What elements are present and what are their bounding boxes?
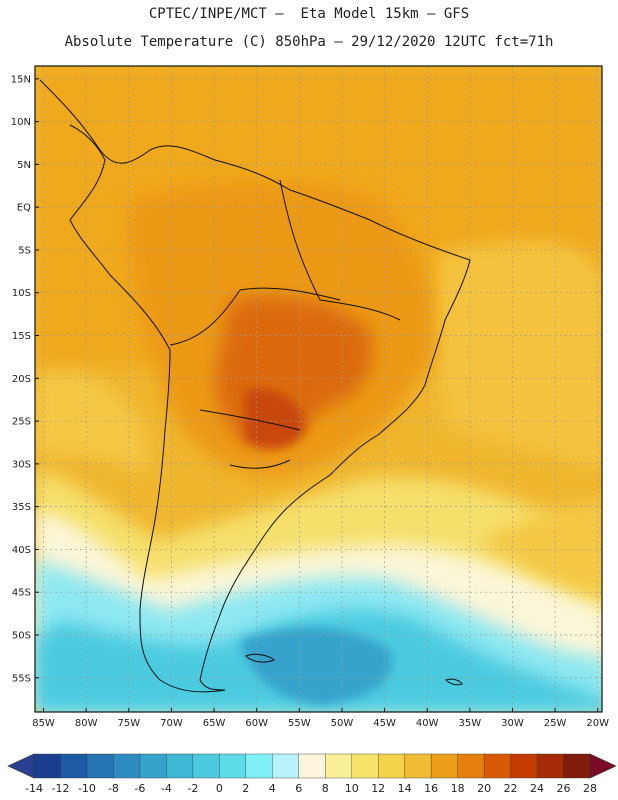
colorbar-label: 6 [295, 782, 302, 795]
latitude-label: 40S [12, 545, 31, 556]
colorbar-swatch [404, 753, 432, 779]
colorbar-label: 26 [557, 782, 571, 795]
longitude-label: 65W [203, 718, 226, 729]
colorbar-label: -12 [51, 782, 69, 795]
colorbar-label: 8 [322, 782, 329, 795]
latitude-label: 45S [12, 588, 31, 599]
colorbar-label: 24 [530, 782, 544, 795]
latitude-label: 5S [18, 245, 31, 256]
longitude-label: 30W [501, 718, 524, 729]
latitude-label: 5N [17, 160, 31, 171]
latitude-label: 20S [12, 374, 31, 385]
colorbar-over-triangle [589, 753, 617, 779]
colorbar-label: -4 [161, 782, 172, 795]
colorbar-swatch [457, 753, 485, 779]
longitude-label: 40W [416, 718, 439, 729]
colorbar-swatch [298, 753, 326, 779]
latitude-label: 10N [11, 117, 31, 128]
colorbar-label: 20 [477, 782, 491, 795]
colorbar-swatch [483, 753, 512, 779]
colorbar-swatch [563, 753, 591, 779]
longitude-label: 85W [32, 718, 55, 729]
longitude-label: 20W [586, 718, 609, 729]
latitude-label: 55S [12, 673, 31, 684]
longitude-label: 25W [544, 718, 567, 729]
colorbar-swatch [430, 753, 459, 779]
colorbar-label: -10 [78, 782, 96, 795]
longitude-labels: 85W 80W 75W 70W 65W 60W 55W 50W 45W 40W 35W 30W 25W 2… [32, 708, 609, 729]
colorbar-swatch [166, 753, 194, 779]
colorbar-label: -2 [187, 782, 198, 795]
colorbar-label: 4 [269, 782, 276, 795]
longitude-label: 70W [160, 718, 183, 729]
colorbar-label: 12 [371, 782, 385, 795]
colorbar-label: -6 [134, 782, 145, 795]
latitude-label: 15N [11, 74, 31, 85]
latitude-label: 10S [12, 288, 31, 299]
coastline-outline [39, 79, 471, 693]
colorbar-label: 16 [424, 782, 438, 795]
colorbar-swatch [245, 753, 273, 779]
colorbar-swatch [139, 753, 168, 779]
colorbar-under-triangle [7, 753, 35, 779]
colorbar-label: 10 [345, 782, 359, 795]
temperature-field [35, 66, 602, 712]
colorbar-label: 2 [242, 782, 249, 795]
longitude-label: 80W [75, 718, 98, 729]
latitude-label: 50S [12, 630, 31, 641]
longitude-label: 35W [459, 718, 482, 729]
colorbar-label: -14 [25, 782, 43, 795]
longitude-label: 60W [245, 718, 268, 729]
colorbar-swatch [272, 753, 300, 779]
map-title-line2: Absolute Temperature (C) 850hPa — 29/12/… [64, 34, 554, 50]
longitude-label: 50W [331, 718, 354, 729]
latitude-label: 15S [12, 331, 31, 342]
latitude-label: 25S [12, 417, 31, 428]
colorbar-label: 14 [398, 782, 412, 795]
colorbar-swatch [192, 753, 221, 779]
colorbar-swatch [60, 753, 88, 779]
temperature-colorbar: -14 -12 -10 -8 -6 -4 -2 0 2 4 6 8 10 12 14 16 18 20 22 24 26… [7, 753, 617, 795]
latitude-labels: 15N 10N 5N EQ 5S 10S 15S 20S 25S 30S 35S 40S 45S 50S 5… [11, 74, 39, 684]
longitude-label: 55W [288, 718, 311, 729]
colorbar-swatch [86, 753, 115, 779]
latitude-label: EQ [17, 203, 31, 214]
latitude-label: 30S [12, 459, 31, 470]
colorbar-label: -8 [108, 782, 119, 795]
map-frame [34, 65, 603, 713]
colorbar-label: 18 [451, 782, 465, 795]
colorbar-swatch [219, 753, 247, 779]
colorbar-label: 28 [583, 782, 597, 795]
colorbar-swatch [33, 753, 62, 779]
latitude-label: 35S [12, 502, 31, 513]
colorbar-swatch [536, 753, 565, 779]
colorbar-label: 0 [216, 782, 223, 795]
colorbar-swatch [351, 753, 379, 779]
longitude-label: 75W [117, 718, 140, 729]
colorbar-label: 22 [504, 782, 518, 795]
longitude-label: 45W [373, 718, 396, 729]
colorbar-swatch [325, 753, 353, 779]
map-title-line1: CPTEC/INPE/MCT — Eta Model 15km — GFS [148, 6, 470, 22]
colorbar-swatch [113, 753, 141, 779]
colorbar-swatch [377, 753, 406, 779]
colorbar-swatch [510, 753, 538, 779]
